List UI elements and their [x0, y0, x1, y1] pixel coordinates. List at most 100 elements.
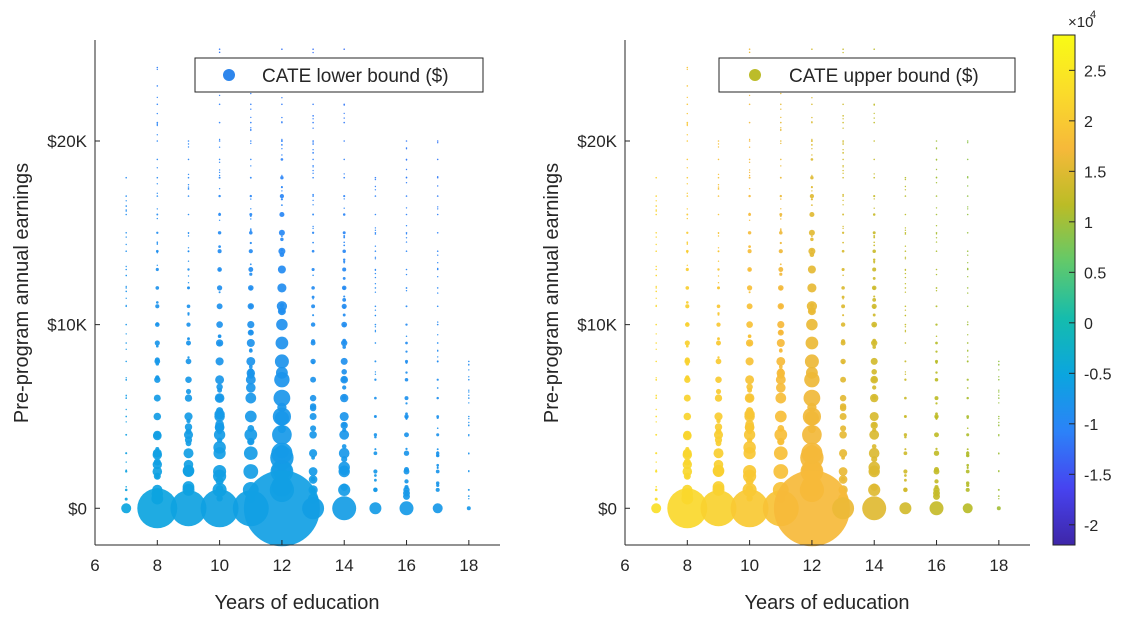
colorbar-tick-label: -0.5: [1084, 366, 1112, 383]
bubble-point: [405, 305, 408, 308]
bubble-point: [998, 363, 1000, 366]
bubble-point: [343, 260, 346, 263]
bubble-point: [655, 333, 657, 335]
x-tick-label: 18: [989, 556, 1008, 575]
bubble-point: [840, 425, 847, 432]
bubble-point: [842, 152, 844, 154]
bubble-point: [842, 225, 844, 228]
bubble-point: [748, 51, 751, 54]
bubble-point: [748, 161, 751, 163]
bubble-point: [842, 115, 844, 117]
bubble-point: [873, 235, 876, 237]
bubble-point: [746, 303, 753, 310]
bubble-point: [684, 376, 691, 383]
bubble-point: [966, 323, 969, 326]
bubble-point: [436, 176, 439, 179]
bubble-point: [312, 298, 314, 300]
bubble-point: [748, 188, 751, 190]
bubble-point: [276, 301, 288, 312]
bubble-point: [842, 298, 844, 300]
bubble-point: [966, 360, 969, 363]
colorbar-gradient: [1052, 34, 1076, 546]
left-x-axis-label: Years of education: [215, 592, 380, 614]
x-tick-label: 10: [740, 556, 759, 575]
bubble-point: [309, 431, 317, 439]
bubble-point: [341, 303, 347, 309]
bubble-point: [276, 318, 288, 331]
bubble-point: [374, 185, 377, 188]
bubble-point: [686, 241, 689, 244]
bubble-point: [187, 268, 190, 271]
bubble-point: [842, 227, 844, 230]
bubble-point: [248, 249, 253, 254]
left-legend-label: CATE lower bound ($): [262, 66, 449, 87]
bubble-point: [374, 256, 377, 258]
bubble-point: [717, 260, 720, 262]
bubble-point: [811, 121, 813, 124]
bubble-point: [125, 452, 128, 455]
bubble-point: [343, 244, 346, 247]
bubble-point: [312, 158, 314, 161]
bubble-point: [748, 291, 751, 294]
bubble-point: [374, 276, 377, 279]
bubble-point: [405, 447, 408, 451]
bubble-point: [281, 235, 283, 238]
bubble-point: [436, 454, 439, 457]
bubble-point: [125, 486, 127, 488]
bubble-point: [250, 140, 252, 142]
bubble-point: [717, 143, 720, 145]
bubble-point: [873, 103, 875, 106]
bubble-point: [250, 128, 252, 131]
bubble-point: [156, 213, 159, 216]
bubble-point: [804, 354, 819, 369]
bubble-point: [247, 303, 254, 310]
bubble-point: [218, 188, 221, 190]
bubble-point: [967, 262, 969, 264]
bubble-point: [339, 429, 350, 440]
right-plot-area: [625, 40, 1030, 545]
bubble-point: [374, 305, 377, 308]
bubble-point: [340, 357, 348, 365]
bubble-point: [966, 195, 969, 197]
colorbar-tick-label: 0: [1084, 316, 1093, 333]
bubble-point: [998, 415, 1000, 418]
colorbar-exponent-power: 4: [1090, 9, 1096, 21]
bubble-point: [184, 394, 193, 402]
bubble-point: [780, 208, 782, 210]
bubble-point: [780, 198, 782, 200]
bubble-point: [841, 304, 846, 309]
bubble-point: [218, 158, 221, 161]
bubble-point: [655, 243, 657, 246]
bubble-point: [810, 237, 814, 242]
bubble-point: [714, 394, 723, 402]
bubble-point: [343, 112, 345, 115]
bubble-point: [343, 207, 345, 209]
bubble-point: [778, 329, 784, 335]
colorbar-tick-label: 2: [1084, 114, 1093, 131]
bubble-point: [966, 396, 969, 400]
bubble-point: [715, 440, 722, 447]
bubble-point: [437, 142, 439, 144]
bubble-point: [405, 195, 408, 197]
bubble-point: [873, 207, 875, 209]
bubble-point: [218, 169, 221, 171]
bubble-point: [904, 245, 907, 247]
bubble-point: [717, 173, 720, 176]
right-scatter-axes: 6 8 10 12 14 16 18 $0 $10K $20K Years of educatio…: [541, 40, 1030, 614]
bubble-point: [873, 140, 875, 142]
y-tick-label: $0: [68, 499, 87, 518]
bubble-point: [655, 415, 658, 418]
bubble-point: [873, 195, 876, 198]
bubble-point: [374, 213, 377, 216]
bubble-point: [374, 478, 377, 482]
bubble-zero-earnings: [243, 470, 320, 547]
bubble-point: [745, 375, 755, 385]
bubble-point: [436, 466, 439, 470]
bubble-point: [312, 103, 314, 106]
bubble-zero-earnings: [962, 503, 973, 514]
bubble-point: [156, 112, 158, 115]
bubble-point: [156, 124, 158, 127]
bubble-point: [436, 448, 439, 451]
bubble-point: [811, 143, 813, 146]
bubble-point: [405, 241, 408, 243]
